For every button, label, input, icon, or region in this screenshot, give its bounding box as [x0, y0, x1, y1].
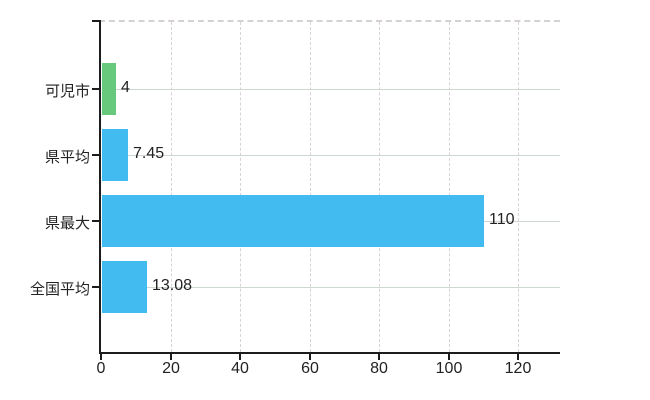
bar-value-label: 13.08	[152, 277, 193, 294]
horizontal-gridline	[102, 89, 560, 90]
vertical-gridline	[310, 22, 311, 352]
vertical-gridline	[379, 22, 380, 352]
x-axis-tick	[309, 354, 311, 360]
x-axis-tick-label: 80	[370, 360, 388, 377]
vertical-gridline	[171, 22, 172, 352]
category-label: 県最大	[44, 215, 90, 232]
vertical-gridline	[240, 22, 241, 352]
x-axis-tick-label: 0	[96, 360, 106, 377]
x-axis-tick	[100, 354, 102, 360]
horizontal-gridline	[102, 155, 560, 156]
x-axis-tick	[517, 354, 519, 360]
bar[interactable]	[102, 195, 484, 247]
y-axis-tick	[92, 154, 99, 156]
bar-value-label: 7.45	[133, 145, 165, 162]
y-axis-tick	[92, 220, 99, 222]
bar[interactable]	[102, 261, 147, 313]
vertical-gridline	[518, 22, 519, 352]
y-axis-tick	[92, 88, 99, 90]
x-axis-tick	[170, 354, 172, 360]
category-label: 可児市	[44, 83, 90, 100]
category-label: 全国平均	[29, 281, 90, 298]
category-label: 県平均	[44, 149, 90, 166]
x-axis-tick	[239, 354, 241, 360]
bar[interactable]	[102, 129, 128, 181]
x-axis-line	[99, 352, 560, 354]
x-axis-tick-label: 40	[231, 360, 249, 377]
horizontal-gridline	[102, 287, 560, 288]
y-axis-line	[99, 20, 101, 354]
bar[interactable]	[102, 63, 116, 115]
x-axis-tick-label: 120	[504, 360, 532, 377]
y-axis-end-tick	[92, 20, 99, 22]
bar-value-label: 110	[489, 211, 515, 228]
x-axis-tick	[378, 354, 380, 360]
x-axis-tick	[448, 354, 450, 360]
bar-value-label: 4	[121, 79, 130, 96]
x-axis-tick-label: 20	[162, 360, 180, 377]
y-axis-tick	[92, 286, 99, 288]
x-axis-tick-label: 100	[435, 360, 463, 377]
vertical-gridline	[449, 22, 450, 352]
plot-top-border	[99, 20, 560, 22]
x-axis-tick-label: 60	[301, 360, 319, 377]
